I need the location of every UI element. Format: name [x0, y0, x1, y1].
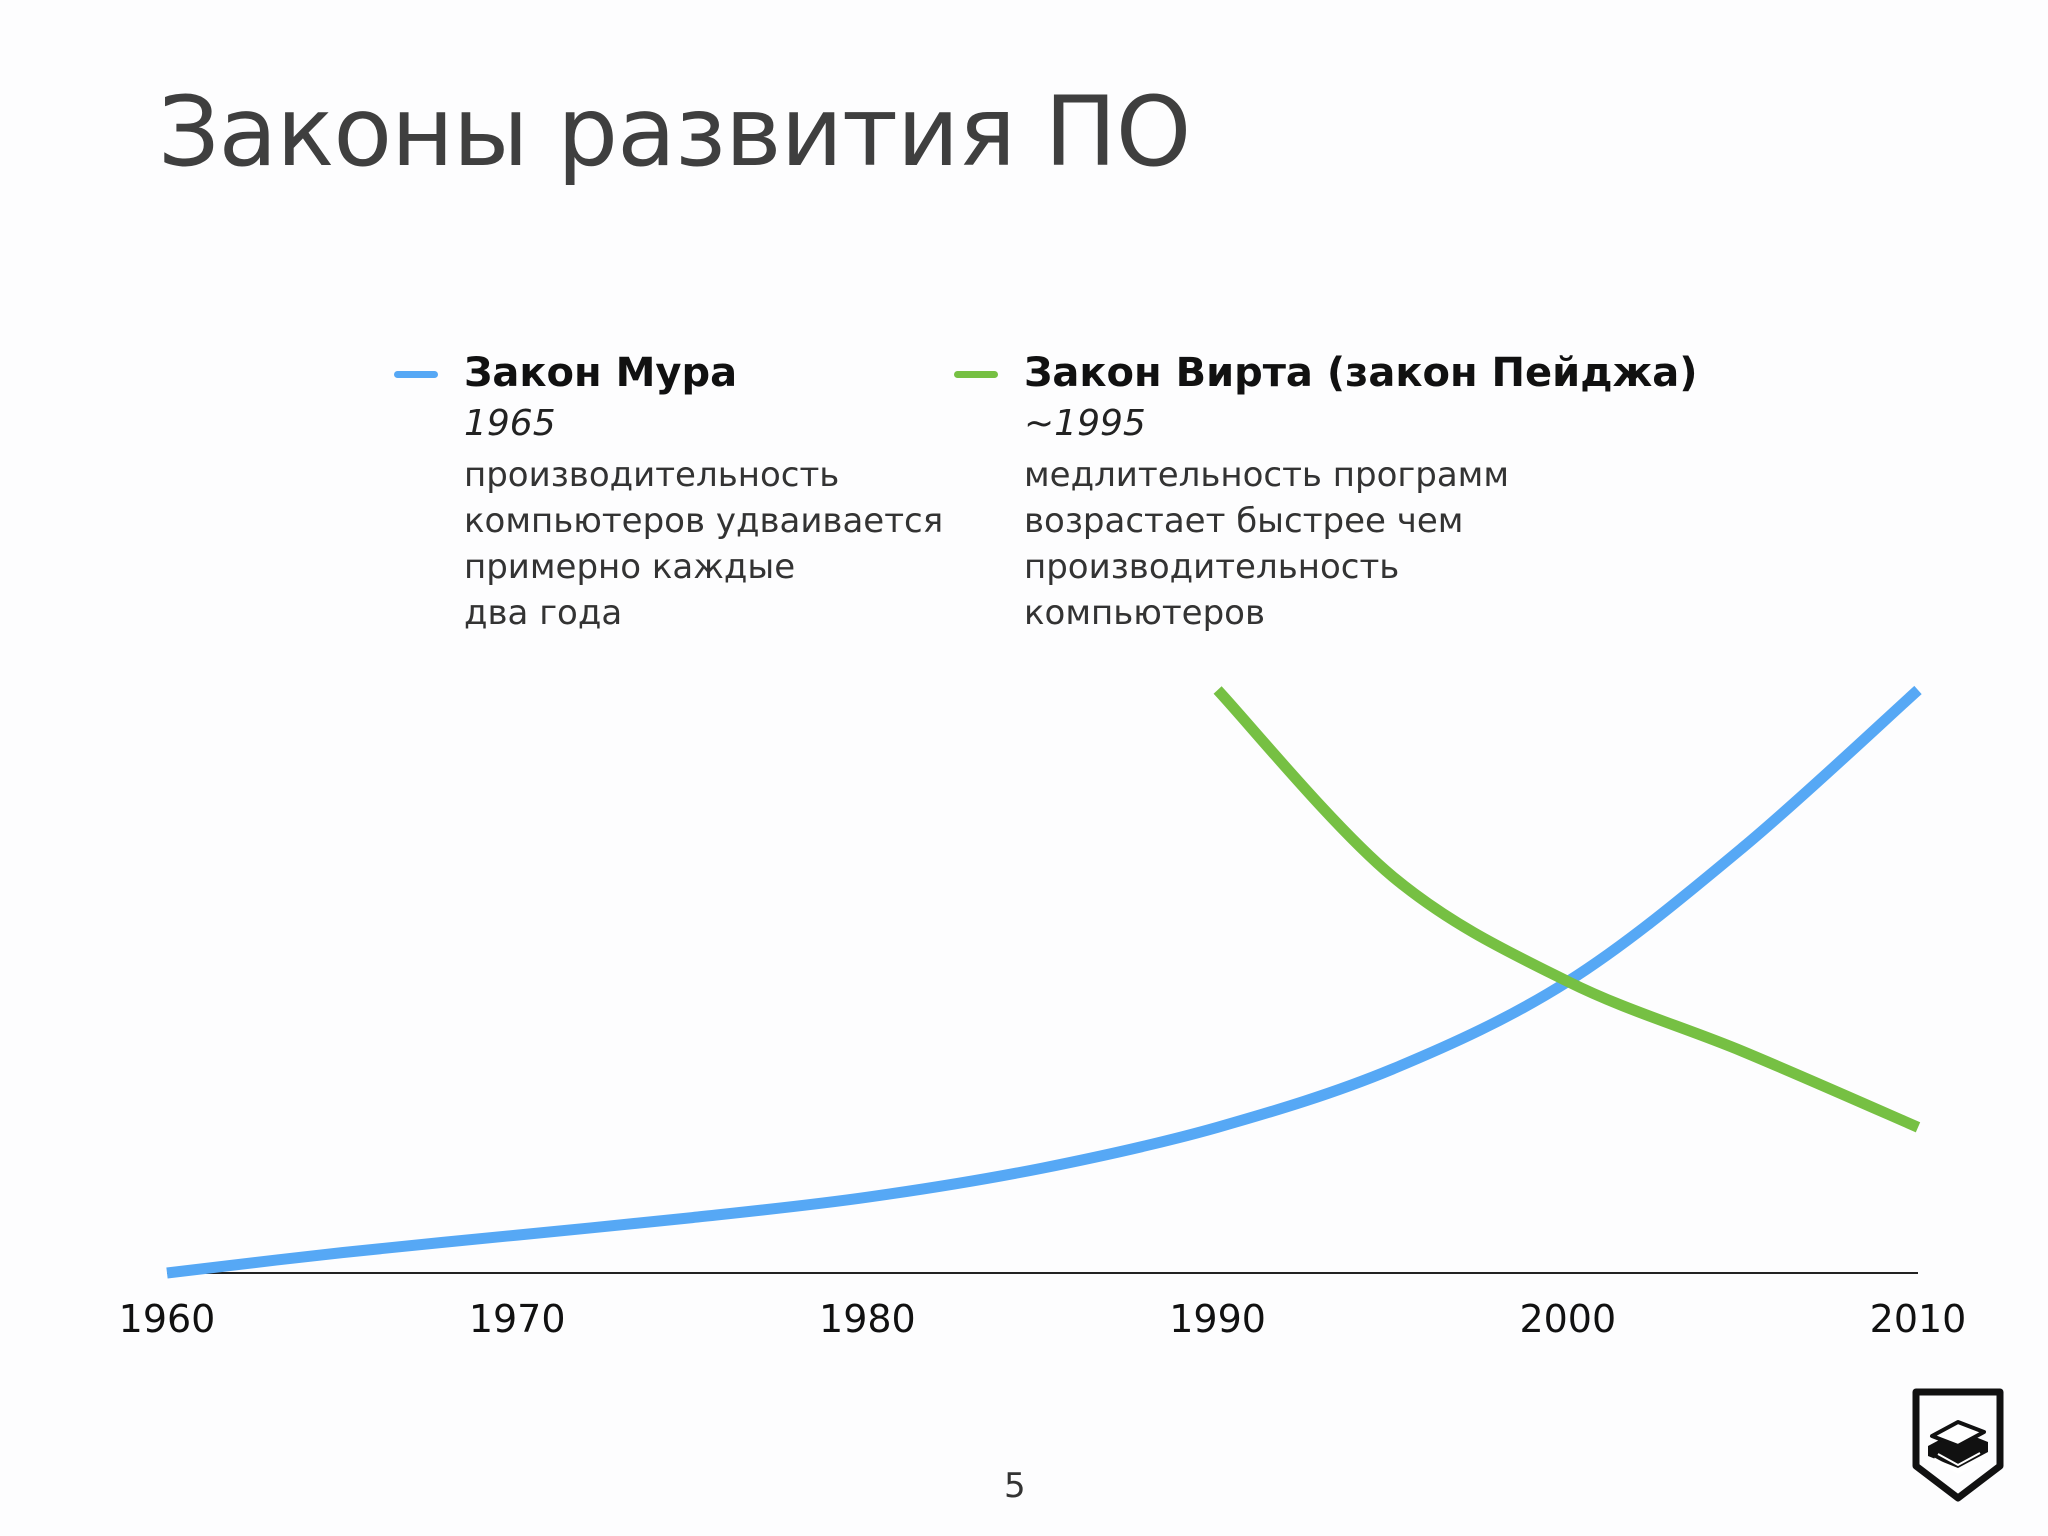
- x-tick-label: 1960: [119, 1297, 216, 1341]
- legend-description-line: два года: [464, 593, 623, 633]
- x-axis-tick-labels: 1960 1970 1980 1990 2000 2010: [119, 1297, 1967, 1341]
- legend-description-line: компьютеров удваивается: [464, 501, 944, 541]
- legend-description-line: производительность: [464, 455, 840, 495]
- legend-year-wirth: ~1995: [1024, 403, 1146, 444]
- moore-law-line: [166, 685, 1922, 1279]
- x-tick-label: 2010: [1870, 1297, 1967, 1341]
- slide-title: Законы развития ПО: [158, 76, 1191, 188]
- x-tick-label: 1970: [469, 1297, 566, 1341]
- legend-year-moore: 1965: [464, 403, 556, 444]
- legend-description-line: медлительность программ: [1024, 455, 1509, 495]
- legend-name-moore: Закон Мура: [464, 350, 738, 396]
- legend-description-moore: производительность компьютеров удваивает…: [464, 452, 943, 636]
- legend-description-line: производительность: [1024, 547, 1400, 587]
- legend-swatch-wirth: [954, 371, 998, 378]
- legend-name-wirth: Закон Вирта (закон Пейджа): [1024, 350, 1698, 396]
- legend-description-wirth: медлительность программ возрастает быстр…: [1024, 452, 1509, 636]
- chart-series: [166, 685, 1922, 1279]
- x-tick-label: 1990: [1169, 1297, 1266, 1341]
- page-number: 5: [1004, 1466, 1026, 1506]
- legend-swatch-moore: [394, 371, 438, 378]
- legend-description-line: примерно каждые: [464, 547, 796, 587]
- legend-description-line: возрастает быстрее чем: [1024, 501, 1464, 541]
- x-tick-label: 1980: [819, 1297, 916, 1341]
- stacked-books-shield-logo-icon: [1912, 1388, 2004, 1502]
- wirth-law-line: [1213, 686, 1921, 1133]
- x-tick-label: 2000: [1519, 1297, 1616, 1341]
- legend-description-line: компьютеров: [1024, 593, 1266, 633]
